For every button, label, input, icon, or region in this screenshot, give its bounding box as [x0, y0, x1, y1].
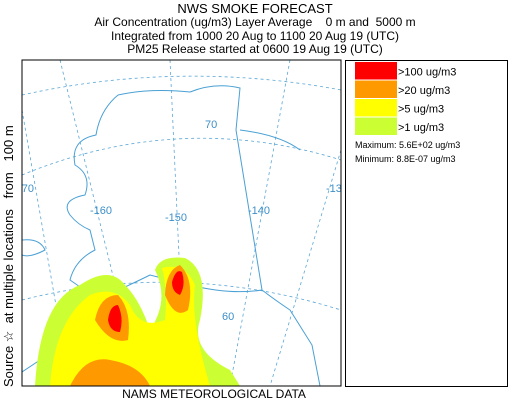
grid-label: 70 — [205, 119, 217, 131]
legend-swatch — [355, 117, 397, 135]
grid-label: -130 — [326, 183, 348, 195]
legend-label: >100 ug/m3 — [398, 66, 456, 78]
map: -170 -160 -150 -140 -130 70 60 — [12, 60, 348, 386]
grid-label: -170 — [12, 183, 34, 195]
title: NWS SMOKE FORECAST — [177, 1, 332, 16]
legend-maximum: Maximum: 5.6E+02 ug/m3 — [355, 140, 460, 150]
map-frame — [21, 59, 342, 387]
legend: >100 ug/m3 >20 ug/m3 >5 ug/m3 >1 ug/m3 — [355, 62, 456, 135]
subtitle: Air Concentration (ug/m3) Layer Average … — [94, 15, 415, 29]
grid-label: -160 — [90, 205, 112, 217]
subtitle: PM25 Release started at 0600 19 Aug 19 (… — [127, 42, 382, 56]
legend-swatch — [355, 99, 397, 117]
legend-label: >20 ug/m3 — [398, 85, 450, 97]
subtitle: Integrated from 1000 20 Aug to 1100 20 A… — [111, 29, 399, 43]
graticule — [59, 60, 141, 386]
graticule — [22, 75, 341, 96]
grid-label: -140 — [248, 205, 270, 217]
graticule — [22, 137, 341, 176]
graticule — [22, 281, 341, 311]
legend-label: >1 ug/m3 — [398, 122, 444, 134]
footer: NAMS METEOROLOGICAL DATA — [122, 387, 306, 401]
legend-swatch — [355, 62, 397, 80]
grid-label: 60 — [222, 311, 234, 323]
grid-label: -150 — [165, 212, 187, 224]
coastline — [22, 129, 301, 257]
plume-100ug — [108, 271, 184, 332]
legend-label: >5 ug/m3 — [398, 103, 444, 115]
side-label: Source ☆ at multiple locations from 100 … — [1, 125, 16, 387]
graticule — [229, 60, 291, 386]
legend-swatch — [355, 80, 397, 98]
legend-frame — [345, 60, 508, 387]
legend-minimum: Minimum: 8.8E-07 ug/m3 — [355, 154, 456, 164]
graticule — [269, 149, 341, 386]
graticule — [22, 109, 71, 386]
